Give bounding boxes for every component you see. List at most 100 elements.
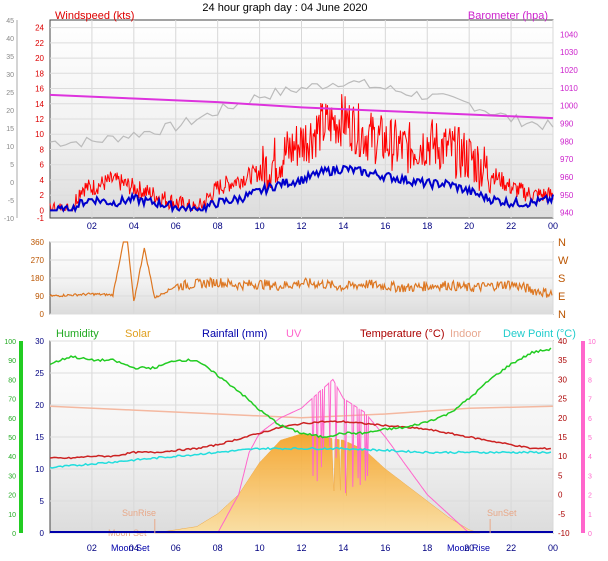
moon-set-label: Moon Set — [111, 543, 150, 553]
wind-gust-line — [49, 94, 554, 212]
humidity-tick: 50 — [8, 435, 16, 442]
humidity-tick: 100 — [4, 339, 16, 346]
temperature-x-tick: 06 — [171, 543, 181, 553]
windspeed-tick: 22 — [35, 39, 44, 48]
outer-left-tick: 25 — [6, 90, 14, 97]
direction-compass-tick: N — [558, 237, 566, 249]
outer-left-tick: 35 — [6, 54, 14, 61]
windspeed-tick: 14 — [35, 100, 44, 109]
temperature-x-tick: 02 — [87, 543, 97, 553]
uv-tick: 5 — [588, 435, 592, 442]
legend-indoor: Indoor — [450, 328, 482, 340]
direction-compass-tick: W — [558, 255, 569, 267]
outer-left-tick: 30 — [6, 72, 14, 79]
sunrise-label: SunRise — [122, 508, 156, 518]
rainfall-tick: 5 — [40, 497, 45, 506]
windspeed-tick: 6 — [40, 161, 45, 170]
temperature-line — [49, 420, 552, 460]
windspeed-tick: 2 — [40, 191, 45, 200]
windspeed-tick: 0 — [40, 206, 45, 215]
temperature-x-tick: 12 — [296, 543, 306, 553]
humidity-tick: 80 — [8, 377, 16, 384]
outer-left-tick: 10 — [6, 144, 14, 151]
outer-left-tick: -5 — [8, 198, 14, 205]
temperature-x-tick: 14 — [338, 543, 348, 553]
temperature-tick: 25 — [558, 395, 567, 404]
direction-degree-tick: 180 — [31, 274, 45, 283]
legend-uv: UV — [286, 328, 302, 340]
legend-temperature: Temperature (°C) — [360, 328, 444, 340]
rainfall-tick: 25 — [35, 369, 44, 378]
wind-x-tick: 22 — [506, 221, 516, 231]
temperature-tick: 5 — [558, 471, 563, 480]
temperature-tick: 30 — [558, 375, 567, 384]
humidity-tick: 10 — [8, 512, 16, 519]
legend-solar: Solar — [125, 328, 151, 340]
uv-tick: 1 — [588, 512, 592, 519]
temperature-tick: 0 — [558, 491, 563, 500]
outer-left-tick: 40 — [6, 36, 14, 43]
humidity-tick: 20 — [8, 493, 16, 500]
temperature-x-tick: 08 — [213, 543, 223, 553]
moon-rise-label: Moon Rise — [447, 543, 490, 553]
uv-axis-bar — [581, 341, 585, 533]
direction-compass-tick: N — [558, 309, 566, 321]
direction-degree-tick: 90 — [35, 292, 44, 301]
barometer-tick: 1040 — [560, 30, 578, 39]
temperature-x-tick: 16 — [380, 543, 390, 553]
outer-left-tick: -10 — [4, 216, 14, 223]
rainfall-tick: 10 — [35, 465, 44, 474]
legend-dew-point: Dew Point (°C) — [503, 328, 576, 340]
wind-x-tick: 08 — [213, 221, 223, 231]
sunset-label: SunSet — [487, 508, 517, 518]
temperature-tick: 35 — [558, 356, 567, 365]
windspeed-tick: 24 — [35, 24, 44, 33]
legend-humidity: Humidity — [56, 328, 99, 340]
uv-tick: 7 — [588, 397, 592, 404]
barometer-tick: 960 — [560, 173, 574, 182]
wind-x-tick: 02 — [87, 221, 97, 231]
temperature-x-tick: 10 — [255, 543, 265, 553]
rainfall-tick: 15 — [35, 433, 44, 442]
windspeed-tick: 8 — [40, 145, 45, 154]
barometer-tick: 970 — [560, 155, 574, 164]
windspeed-tick: 16 — [35, 85, 44, 94]
wind-x-tick: 18 — [422, 221, 432, 231]
temperature-tick: -10 — [558, 529, 570, 538]
barometer-tick: 980 — [560, 137, 574, 146]
humidity-tick: 30 — [8, 473, 16, 480]
barometer-axis-title: Barometer (hpa) — [468, 10, 548, 22]
temperature-tick: 15 — [558, 433, 567, 442]
rainfall-tick: 0 — [40, 529, 45, 538]
outer-left-tick: 0 — [10, 180, 14, 187]
wind-x-tick: 10 — [255, 221, 265, 231]
temperature-x-tick: 00 — [548, 543, 558, 553]
temperature-tick: 10 — [558, 452, 567, 461]
humidity-axis-bar — [19, 341, 23, 533]
outer-left-tick: 15 — [6, 126, 14, 133]
temperature-x-tick: 04 — [129, 543, 139, 553]
temperature-tick: 20 — [558, 414, 567, 423]
wind-x-tick: 16 — [380, 221, 390, 231]
chart-axes: 0202040406060808101012121414161618182020… — [4, 18, 596, 553]
temperature-panel-legend: Humidity Solar Rainfall (mm) UV Temperat… — [56, 328, 576, 340]
indoor-line — [49, 405, 554, 419]
temperature-x-tick: 22 — [506, 543, 516, 553]
humidity-tick: 90 — [8, 358, 16, 365]
wind-x-tick: 20 — [464, 221, 474, 231]
dew-point-line — [49, 446, 552, 469]
temperature-tick: 40 — [558, 337, 567, 346]
wind-x-tick: 12 — [296, 221, 306, 231]
direction-compass-tick: E — [558, 291, 565, 303]
wind-average-line — [50, 164, 554, 214]
humidity-line — [49, 347, 552, 439]
temperature-tick: -5 — [558, 510, 566, 519]
direction-degree-tick: 270 — [31, 256, 45, 265]
humidity-tick: 70 — [8, 397, 16, 404]
barometer-tick: 940 — [560, 209, 574, 218]
uv-tick: 6 — [588, 416, 592, 423]
windspeed-axis-title: Windspeed (kts) — [55, 10, 134, 22]
uv-tick: 8 — [588, 377, 592, 384]
wind-x-tick: 14 — [338, 221, 348, 231]
